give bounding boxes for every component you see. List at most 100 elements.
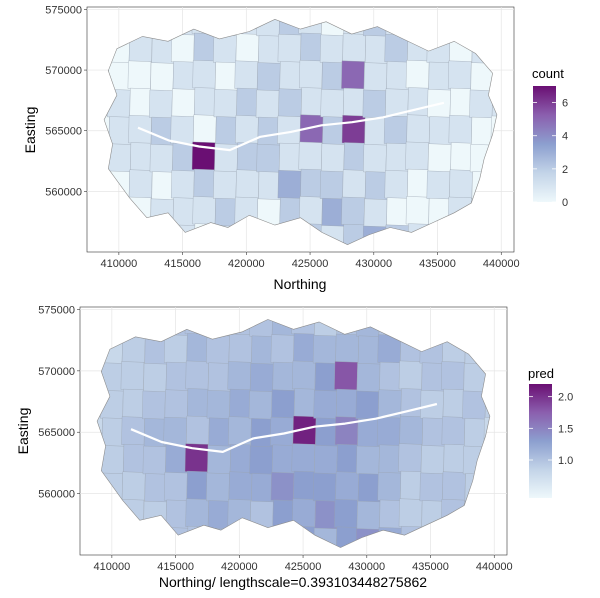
- district-cell: [213, 89, 238, 118]
- x-tick-label: 430000: [355, 258, 392, 270]
- district-cell: [384, 170, 409, 199]
- count-x-axis-title: Northing: [274, 276, 327, 292]
- district-cell: [313, 390, 337, 420]
- count-legend: count 0 2 4 6: [532, 66, 568, 209]
- district-cell: [228, 471, 253, 501]
- pred-legend-colorbar: [529, 384, 552, 498]
- count-y-axis: 560000 565000 570000 575000: [45, 4, 87, 198]
- district-cell: [278, 88, 302, 118]
- district-cell: [319, 34, 344, 64]
- district-cell: [355, 390, 380, 420]
- x-tick-label: 410000: [101, 258, 138, 270]
- district-cell: [441, 361, 465, 391]
- y-tick-label: 560000: [45, 186, 82, 198]
- count-y-axis-title: Easting: [22, 107, 38, 154]
- district-cell: [341, 115, 366, 144]
- district-cell: [206, 335, 230, 364]
- district-cell: [405, 60, 430, 89]
- x-tick-label: 430000: [348, 561, 385, 573]
- y-tick-label: 570000: [38, 366, 75, 378]
- district-cell: [420, 445, 445, 475]
- district-cell: [270, 334, 295, 364]
- district-cell: [235, 169, 260, 199]
- district-cell: [362, 89, 387, 119]
- district-cell: [298, 141, 323, 171]
- district-cell: [363, 144, 387, 173]
- district-cell: [334, 499, 358, 529]
- y-tick-label: 575000: [45, 4, 82, 16]
- district-cell: [406, 114, 430, 144]
- district-cell: [419, 472, 444, 502]
- district-cell: [121, 471, 146, 501]
- count-x-axis: 410000 415000 420000 425000 430000 435000 4400…: [101, 252, 520, 270]
- district-cell: [383, 115, 408, 145]
- district-cell: [356, 445, 380, 475]
- river-line: [130, 402, 438, 453]
- district-cell: [248, 390, 273, 420]
- district-cell: [149, 144, 174, 173]
- pred-x-axis: 410000 415000 420000 425000 430000 435000 4400…: [94, 555, 513, 573]
- district-cell: [398, 360, 423, 390]
- district-cell: [170, 115, 194, 145]
- district-cell: [321, 143, 345, 173]
- district-cell: [185, 360, 209, 390]
- district-cell: [213, 170, 237, 200]
- district-cell: [319, 170, 344, 200]
- district-cell: [235, 33, 260, 63]
- district-cell: [491, 88, 497, 118]
- district-cell: [164, 334, 188, 364]
- district-cell: [291, 443, 316, 473]
- river-line: [137, 101, 445, 152]
- district-cell: [334, 416, 359, 446]
- district-cell: [363, 62, 388, 92]
- district-cell: [192, 196, 216, 225]
- district-cell: [448, 115, 473, 144]
- pred-legend-ticks: 1.0 1.5 2.0: [529, 392, 573, 467]
- district-cell: [127, 60, 152, 90]
- pred-x-axis-title: Northing/ lengthscale=0.393103448275862: [159, 574, 427, 590]
- district-cell: [356, 363, 381, 393]
- district-cell: [426, 170, 451, 200]
- district-cell: [277, 34, 302, 63]
- count-legend-title: count: [532, 66, 564, 81]
- region-outline: [103, 18, 498, 246]
- legend-tick-label: 2.0: [558, 392, 573, 404]
- district-cell: [448, 60, 472, 90]
- y-tick-label: 565000: [45, 126, 82, 138]
- district-cell: [312, 472, 337, 502]
- district-cell: [150, 62, 174, 92]
- x-tick-label: 410000: [94, 561, 131, 573]
- district-cell: [164, 389, 189, 419]
- district-cell: [334, 361, 358, 391]
- district-cell: [405, 196, 430, 225]
- legend-tick-label: 1.5: [558, 423, 573, 435]
- district-cell: [341, 60, 365, 90]
- x-tick-label: 425000: [292, 258, 329, 270]
- district-cell: [120, 361, 145, 391]
- district-cell: [292, 360, 316, 390]
- x-tick-label: 420000: [228, 258, 265, 270]
- pred-y-axis-title: Easting: [15, 408, 31, 455]
- district-cell: [163, 417, 187, 447]
- pred-y-axis: 560000 565000 570000 575000: [38, 304, 80, 501]
- district-cell: [186, 415, 210, 445]
- district-cell: [449, 169, 473, 199]
- legend-tick-label: 2: [562, 164, 568, 176]
- district-cell: [427, 143, 452, 173]
- legend-tick-label: 4: [562, 131, 568, 143]
- y-tick-label: 575000: [38, 304, 75, 316]
- district-cell: [270, 472, 295, 502]
- district-cell: [312, 335, 337, 364]
- district-cell: [277, 170, 302, 199]
- district-cell: [164, 472, 188, 502]
- district-cell: [192, 60, 216, 89]
- count-legend-ticks: 0 2 4 6: [533, 98, 568, 209]
- district-cell: [271, 389, 295, 419]
- y-tick-label: 570000: [45, 65, 82, 77]
- x-tick-label: 440000: [483, 258, 520, 270]
- district-cell: [356, 500, 381, 530]
- legend-tick-label: 0: [562, 197, 568, 209]
- x-tick-label: 425000: [285, 561, 322, 573]
- district-cell: [342, 33, 366, 63]
